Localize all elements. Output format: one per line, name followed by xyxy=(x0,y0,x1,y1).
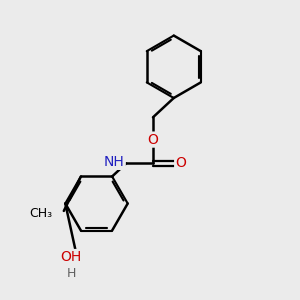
Text: O: O xyxy=(148,133,158,147)
Text: CH₃: CH₃ xyxy=(29,207,52,220)
Text: OH: OH xyxy=(61,250,82,264)
Text: H: H xyxy=(67,267,76,280)
Text: O: O xyxy=(175,156,186,170)
Text: NH: NH xyxy=(104,155,125,169)
